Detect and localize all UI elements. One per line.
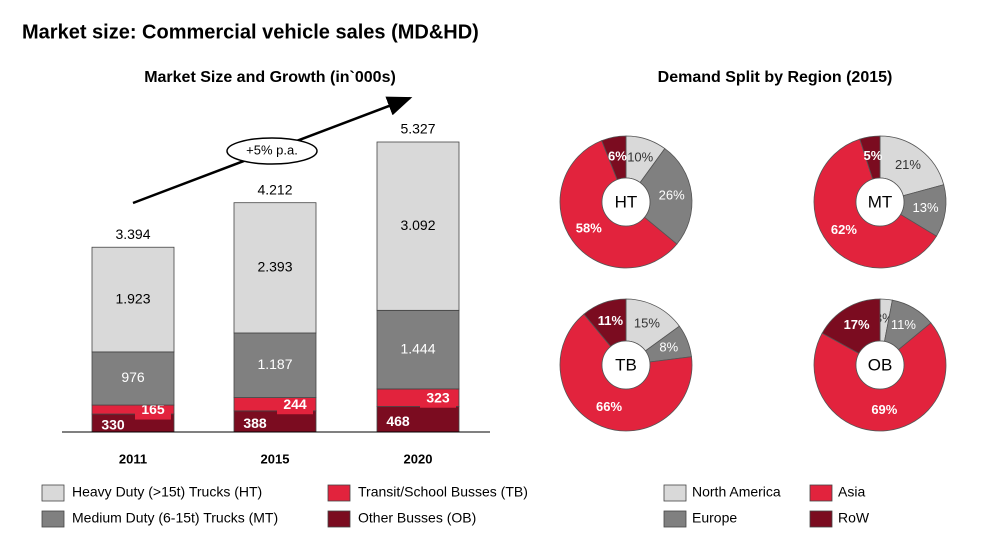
donut-center-label: TB bbox=[615, 355, 637, 374]
bar-segment bbox=[376, 141, 460, 311]
value-label: 13% bbox=[913, 200, 939, 215]
value-label: 1.444 bbox=[400, 340, 435, 356]
legend-swatch bbox=[663, 484, 687, 502]
page-title: Market size: Commercial vehicle sales (M… bbox=[22, 21, 479, 43]
legend-label: Europe bbox=[692, 510, 737, 526]
value-label: 69% bbox=[871, 402, 897, 417]
legend-label: North America bbox=[692, 484, 781, 500]
label-box bbox=[420, 387, 456, 408]
value-label: 1.187 bbox=[257, 356, 292, 372]
value-label: 468 bbox=[386, 413, 410, 429]
donut-hole bbox=[601, 340, 651, 390]
legend-swatch bbox=[809, 484, 833, 502]
value-label: 21% bbox=[895, 157, 921, 172]
donut-center-label: MT bbox=[868, 192, 893, 211]
value-label: 10% bbox=[627, 150, 653, 165]
bar-segment bbox=[376, 309, 460, 390]
value-label: 5% bbox=[863, 148, 882, 163]
legend-label: RoW bbox=[838, 510, 870, 526]
bar-segment bbox=[91, 246, 175, 353]
bar-segment bbox=[91, 351, 175, 406]
legend-label: Heavy Duty (>15t) Trucks (HT) bbox=[72, 484, 262, 500]
legend-label: Transit/School Busses (TB) bbox=[358, 484, 528, 500]
x-tick-label: 2015 bbox=[261, 451, 290, 466]
x-tick-label: 2011 bbox=[119, 451, 147, 466]
legend-swatch bbox=[327, 484, 351, 502]
value-label: 976 bbox=[121, 369, 145, 385]
donut-hole bbox=[601, 177, 651, 227]
legend-swatch bbox=[327, 510, 351, 528]
legend-label: Other Busses (OB) bbox=[358, 510, 476, 526]
value-label: 388 bbox=[243, 415, 267, 431]
value-label: 244 bbox=[283, 396, 307, 412]
value-label: 17% bbox=[844, 317, 870, 332]
total-label: 3.394 bbox=[115, 226, 150, 242]
value-label: 323 bbox=[426, 389, 450, 405]
value-label: 3.092 bbox=[400, 217, 435, 233]
legend-swatch bbox=[41, 484, 65, 502]
donut-hole bbox=[855, 340, 905, 390]
legend-swatch bbox=[663, 510, 687, 528]
value-label: 11% bbox=[598, 313, 624, 328]
value-label: 26% bbox=[659, 188, 685, 203]
value-label: 6% bbox=[608, 148, 627, 163]
bar-segment bbox=[233, 202, 317, 334]
donut-hole bbox=[855, 177, 905, 227]
value-label: 66% bbox=[596, 399, 622, 414]
bar-segment bbox=[233, 332, 317, 398]
value-label: 62% bbox=[831, 222, 857, 237]
donut-center-label: HT bbox=[615, 192, 638, 211]
value-label: 15% bbox=[634, 315, 660, 330]
value-label: 330 bbox=[101, 417, 125, 433]
value-label: 1.923 bbox=[115, 290, 150, 306]
label-box bbox=[277, 394, 313, 415]
annotation: +5% p.a. bbox=[246, 142, 298, 157]
total-label: 5.327 bbox=[400, 121, 435, 137]
x-tick-label: 2020 bbox=[404, 451, 433, 466]
total-label: 4.212 bbox=[257, 181, 292, 197]
chart-title: Demand Split by Region (2015) bbox=[658, 69, 893, 86]
value-label: 2.393 bbox=[257, 259, 292, 275]
legend-swatch bbox=[41, 510, 65, 528]
legend-swatch bbox=[809, 510, 833, 528]
legend-label: Medium Duty (6-15t) Trucks (MT) bbox=[72, 510, 278, 526]
donut-center-label: OB bbox=[868, 355, 893, 374]
annotation-bubble bbox=[226, 137, 318, 165]
legend-label: Asia bbox=[838, 484, 865, 500]
value-label: 8% bbox=[659, 340, 678, 355]
value-label: 58% bbox=[576, 220, 602, 235]
chart-title: Market Size and Growth (in`000s) bbox=[144, 69, 396, 86]
value-label: 11% bbox=[891, 317, 916, 332]
